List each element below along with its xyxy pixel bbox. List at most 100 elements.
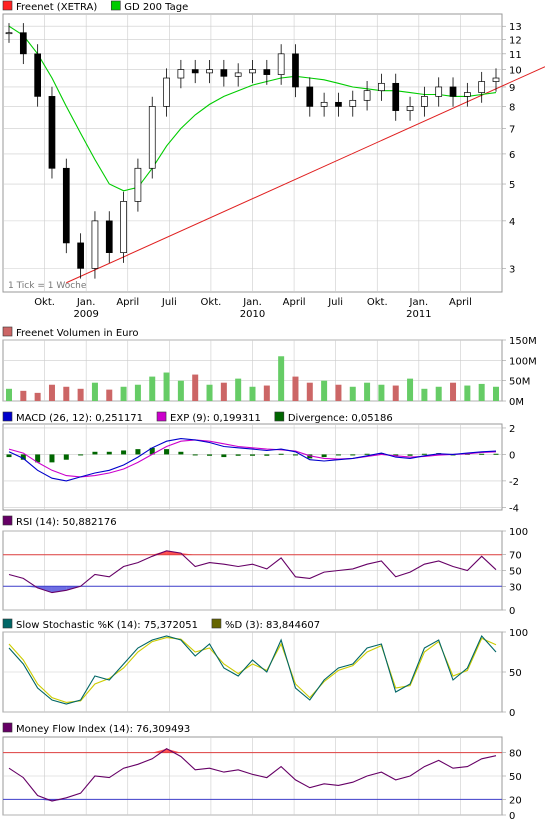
volume-bar (163, 372, 170, 401)
price-candle (435, 86, 443, 97)
mfi-ytick: 20 (509, 795, 522, 806)
x-month-label: April (449, 297, 472, 308)
price-candle (220, 69, 228, 77)
price-candle (464, 92, 471, 97)
price-candle (105, 220, 113, 253)
price-ytick: 11 (509, 50, 522, 61)
divergence-bar (407, 454, 413, 456)
macd-ytick: -4 (509, 503, 519, 514)
divergence-bar (393, 454, 399, 456)
divergence-bar (192, 454, 198, 456)
volume-bar (48, 384, 55, 401)
volume-bar (392, 385, 399, 401)
volume-bar (464, 385, 471, 401)
divergence-bar (421, 453, 427, 455)
trend-line (66, 66, 545, 284)
price-candle (478, 81, 486, 93)
exp-line (8, 439, 497, 478)
price-candle (48, 96, 56, 169)
price-ytick: 5 (509, 180, 515, 191)
price-legend-label: Freenet (XETRA) (16, 2, 97, 13)
volume-bar (493, 386, 499, 401)
divergence-bar (479, 453, 485, 455)
price-candle (249, 69, 256, 74)
divergence-bar (149, 447, 155, 455)
volume-bar (106, 389, 113, 401)
price-ytick: 7 (509, 124, 515, 135)
volume-bar (6, 388, 12, 401)
rsi-line (8, 550, 497, 594)
volume-bar (306, 382, 313, 401)
price-ytick: 12 (509, 35, 522, 46)
price-candle (492, 77, 500, 82)
volume-bar (177, 380, 184, 401)
macd-legend-swatch (156, 411, 167, 422)
divergence-bar (221, 454, 227, 458)
stoch-legend-label: Slow Stochastic %K (14): 75,372051 (16, 620, 198, 631)
volume-bar (450, 382, 457, 401)
volume-ytick: 100M (509, 356, 537, 367)
divergence-bar (207, 454, 213, 456)
volume-bar (349, 386, 356, 401)
price-legend-label: GD 200 Tage (124, 2, 188, 13)
divergence-bar (235, 454, 241, 456)
rsi-ytick: 0 (509, 606, 515, 617)
rsi-legend-swatch (2, 515, 13, 526)
price-candle (363, 90, 371, 101)
volume-legend-label: Freenet Volumen in Euro (16, 328, 138, 339)
rsi-ytick: 50 (509, 567, 522, 578)
volume-bar (192, 374, 199, 401)
volume-bar (63, 386, 70, 401)
volume-bar (206, 384, 213, 401)
volume-ytick: 0M (509, 397, 524, 408)
mfi-ytick: 0 (509, 811, 515, 822)
price-candle (5, 32, 13, 35)
volume-bar (335, 384, 342, 401)
price-ytick: 13 (509, 22, 522, 33)
stoch-ytick: 50 (509, 668, 522, 679)
volume-bar (235, 378, 242, 401)
volume-bar (120, 386, 127, 401)
mfi-ytick: 80 (509, 749, 522, 760)
mfi-ytick: 50 (509, 772, 522, 783)
divergence-bar (49, 454, 55, 463)
divergence-bar (292, 454, 298, 456)
macd-legend-label: EXP (9): 0,199311 (170, 413, 261, 424)
price-candle (335, 101, 342, 107)
x-month-label: Okt. (367, 297, 388, 308)
volume-bar (220, 382, 227, 401)
stoch-d-line (8, 637, 497, 703)
stoch-legend-swatch (211, 618, 222, 629)
x-month-label: Jan. (76, 297, 96, 308)
x-year-label: 2011 (406, 309, 431, 320)
volume-bar (421, 388, 428, 401)
divergence-bar (78, 454, 84, 456)
mfi-overbought-fill (166, 748, 181, 753)
volume-bar (292, 376, 299, 401)
volume-bar (321, 380, 328, 401)
x-month-label: Juli (161, 297, 177, 308)
macd-ytick: 0 (509, 450, 515, 461)
volume-ytick: 150M (509, 336, 537, 347)
price-candle (320, 101, 328, 107)
volume-bar (478, 383, 485, 401)
volume-bar (34, 392, 41, 401)
volume-bar (134, 384, 141, 401)
volume-bar (149, 376, 156, 401)
divergence-bar (63, 454, 69, 460)
price-candle (406, 106, 414, 111)
price-candle (177, 69, 185, 79)
price-candle (34, 53, 41, 97)
divergence-bar (35, 454, 41, 463)
volume-bar (278, 356, 285, 401)
volume-bar (407, 378, 414, 401)
price-candle (378, 82, 385, 92)
x-month-label: April (283, 297, 306, 308)
x-month-label: April (116, 297, 139, 308)
price-candle (349, 99, 357, 107)
divergence-bar (364, 453, 370, 455)
x-month-label: Okt. (201, 297, 222, 308)
divergence-bar (106, 451, 112, 455)
x-year-label: 2009 (73, 309, 98, 320)
